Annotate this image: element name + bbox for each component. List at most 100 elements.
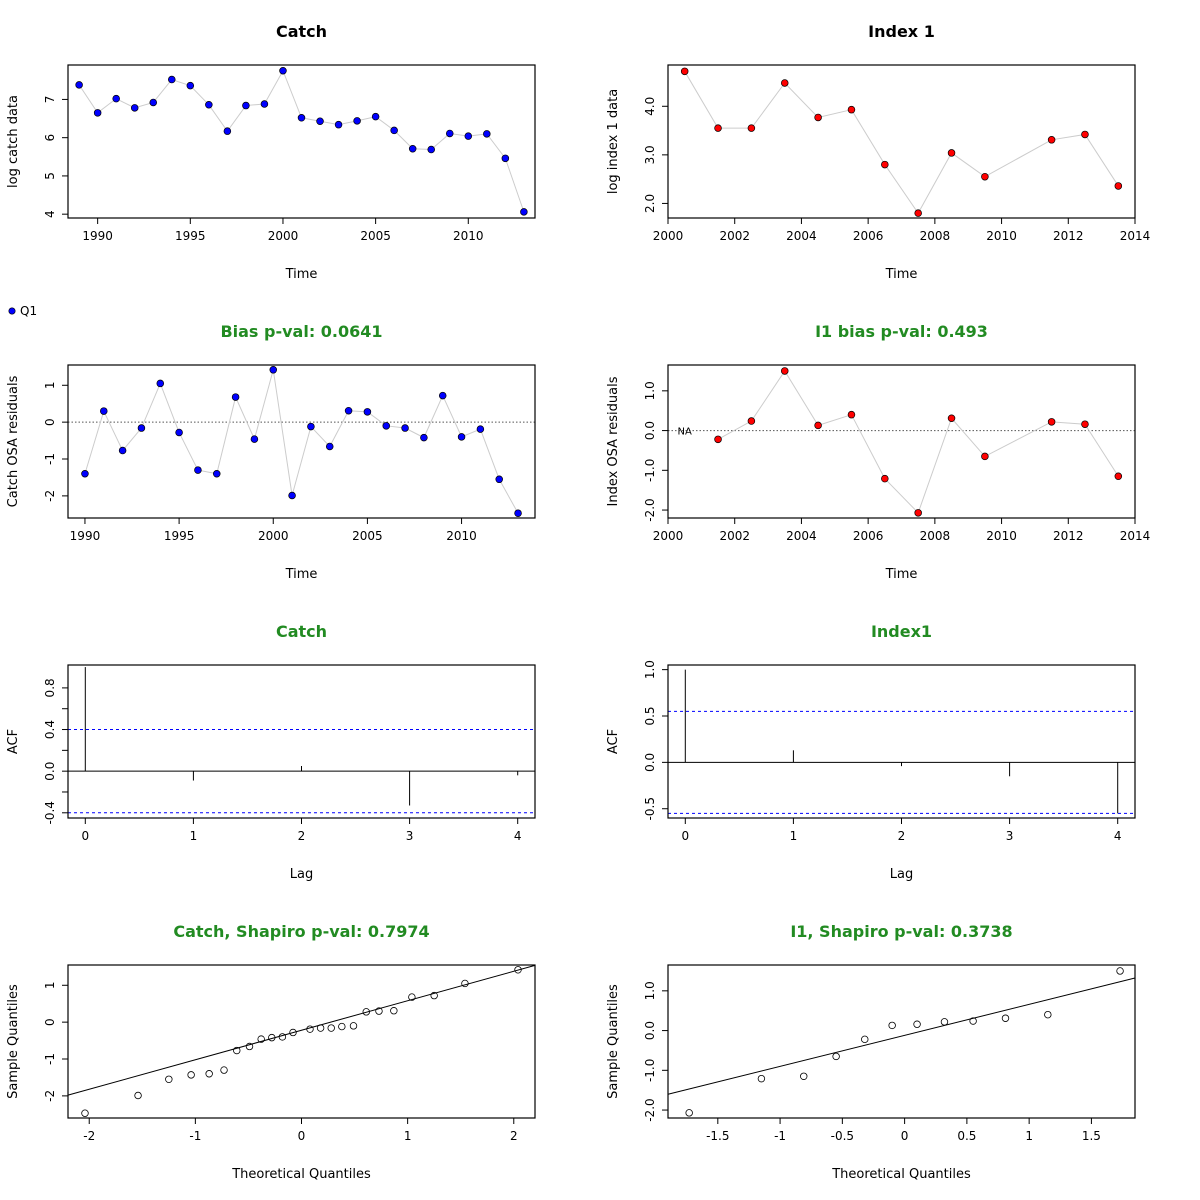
index-series-point: [1081, 130, 1089, 139]
catch-resid-point: [401, 424, 409, 432]
catch-series-xtick-label: 1990: [82, 229, 113, 243]
index-resid-ytick-label: 0.0: [643, 421, 657, 440]
index-series-point: [847, 105, 856, 114]
index-qq-point: [757, 1074, 766, 1083]
catch-series-point: [223, 127, 232, 135]
index-series-point: [947, 149, 956, 157]
catch-resid-point: [495, 475, 503, 484]
catch-resid-point: [269, 366, 278, 374]
catch-series-ytick-label: 5: [43, 172, 57, 180]
index-acf-ytick-label: 1.0: [643, 660, 657, 679]
catch-resid-xtick-label: 2000: [258, 529, 289, 543]
index-acf-xtick-label: 4: [1114, 829, 1122, 843]
index-qq-xtick-label: -1.5: [706, 1129, 729, 1143]
index-resid-plot-frame: [667, 364, 1136, 519]
index-qq-point: [800, 1072, 808, 1080]
index-series-ytick-label: 2.0: [643, 194, 657, 213]
index-acf-xtick-label: 0: [681, 829, 689, 843]
catch-qq-panel: Catch, Shapiro p-val: 0.7974 -2 -1 0 1 2 -2 -1 0…: [6, 922, 536, 1182]
catch-resid-point: [137, 424, 146, 432]
index-series-point: [981, 172, 989, 181]
catch-qq-point: [205, 1070, 213, 1078]
index-qq-xtick-label: 0.5: [957, 1129, 976, 1143]
index-qq-point: [1116, 967, 1124, 975]
index-resid-point: [780, 367, 789, 375]
catch-series-point: [408, 145, 417, 153]
index-series-point: [747, 124, 756, 132]
index-qq-xtick-label: -1: [774, 1129, 786, 1143]
catch-resid-panel: Bias p-val: 0.0641 1990 1995 2000 2005 2010 -2…: [6, 322, 536, 582]
catch-series-point: [186, 81, 195, 90]
catch-series-point: [297, 114, 306, 122]
catch-series-xtick-label: 2010: [453, 229, 484, 243]
catch-qq-xtick-label: 1: [404, 1129, 412, 1143]
index-series-point: [881, 160, 889, 169]
catch-resid-ylabel: Catch OSA residuals: [6, 375, 21, 507]
catch-acf-ytick-label: 0.8: [43, 678, 57, 697]
index-series-point: [1114, 182, 1123, 190]
index-series-point: [680, 67, 689, 76]
index-series-point: [914, 209, 922, 217]
catch-qq-point: [268, 1033, 276, 1042]
catch-resid-point: [457, 433, 466, 441]
index-qq-xtick-label: 1.5: [1082, 1129, 1101, 1143]
index-resid-point: [1047, 418, 1056, 426]
catch-series-plot-frame: [67, 64, 536, 219]
catch-qq-ytick-label: 0: [43, 1018, 57, 1026]
index-acf-xtick-label: 2: [898, 829, 906, 843]
index-resid-ytick-label: -2.0: [643, 498, 657, 521]
index-resid-point: [847, 410, 856, 419]
catch-acf-xtick-label: 2: [298, 829, 306, 843]
catch-acf-plot-frame: [67, 664, 536, 819]
catch-resid-xtick-label: 2010: [446, 529, 477, 543]
index-resid-point: [747, 417, 756, 425]
catch-qq-point: [461, 979, 469, 988]
index-resid-panel: I1 bias p-val: 0.493 2000 2002 2004 2006 2008…: [606, 322, 1150, 582]
catch-qq-point: [306, 1025, 314, 1033]
index-resid-xtick-label: 2002: [719, 529, 750, 543]
index-series-point: [714, 124, 722, 132]
index-acf-ylabel: ACF: [606, 729, 621, 754]
index-series-xtick-label: 2008: [920, 229, 951, 243]
catch-qq-point: [134, 1091, 142, 1100]
index-resid-ytick-label: -1.0: [643, 459, 657, 482]
index-qq-xtick-label: 0: [901, 1129, 909, 1143]
index-acf-ytick-label: 0.0: [643, 753, 657, 772]
catch-series-point: [242, 101, 250, 110]
catch-series-point: [168, 75, 176, 84]
catch-qq-point: [338, 1022, 346, 1031]
catch-series-point: [75, 81, 83, 89]
catch-qq-plot-frame: [67, 964, 536, 1119]
catch-series-ytick-label: 7: [43, 96, 57, 104]
catch-series-xtick-label: 1995: [175, 229, 206, 243]
catch-qq-xtick-label: -1: [189, 1129, 201, 1143]
catch-acf-xtick-label: 3: [406, 829, 414, 843]
index-acf-xlabel: Lag: [890, 867, 913, 882]
catch-acf-ytick-label: 0.4: [43, 720, 57, 739]
index-qq-point: [1001, 1014, 1010, 1022]
index-qq-ytick-label: -2.0: [643, 1098, 657, 1121]
catch-qq-ytick-label: -2: [43, 1090, 57, 1102]
catch-resid-point: [344, 406, 353, 415]
catch-qq-point: [233, 1046, 241, 1055]
index-qq-panel: I1, Shapiro p-val: 0.3738 -1.5 -1 -0.5 0 0.5 1…: [606, 922, 1136, 1182]
catch-qq-point: [165, 1075, 173, 1083]
index-qq-ylabel: Sample Quantiles: [606, 984, 621, 1099]
catch-resid-title: Bias p-val: 0.0641: [220, 322, 382, 341]
index-series-xtick-label: 2000: [653, 229, 684, 243]
catch-resid-point: [476, 425, 485, 433]
index-resid-xlabel: Time: [885, 567, 918, 582]
catch-series-point: [501, 154, 510, 163]
catch-series-ytick-label: 4: [43, 210, 57, 218]
q1-legend-label: Q1: [20, 304, 37, 318]
catch-resid-xtick-label: 1995: [164, 529, 195, 543]
index-acf-ytick-label: -0.5: [643, 797, 657, 820]
index-resid-point: [1114, 472, 1123, 481]
catch-acf-panel: Catch 0 1 2 3 4 -0.4 0.0 0.4 0.8 Lag ACF: [6, 622, 536, 882]
index-resid-xtick-label: 2008: [920, 529, 951, 543]
catch-series-point: [353, 117, 361, 125]
index-resid-point: [1081, 420, 1089, 428]
catch-resid-point: [382, 422, 390, 430]
catch-series-xtick-label: 2005: [360, 229, 391, 243]
index-resid-xtick-label: 2000: [653, 529, 684, 543]
